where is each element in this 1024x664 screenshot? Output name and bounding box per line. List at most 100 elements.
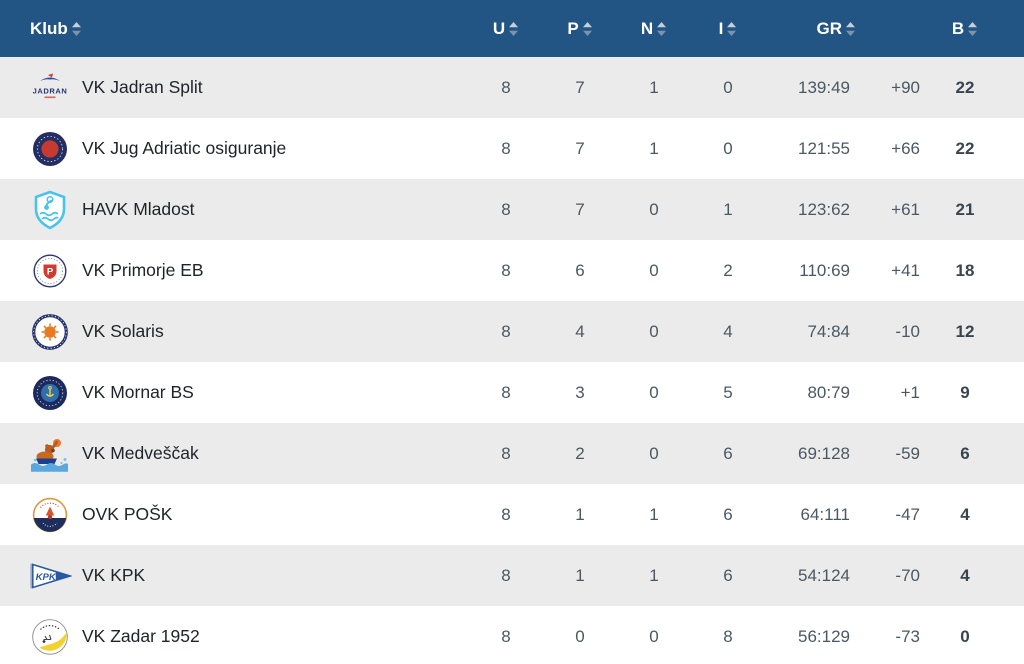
club-name: VK Solaris — [82, 321, 164, 341]
cell-p: 1 — [575, 565, 585, 585]
cell-points: 0 — [960, 626, 970, 646]
club-logo-vk-jadran-split: JADRAN — [28, 72, 72, 104]
cell-n: 0 — [649, 321, 659, 341]
cell-i: 2 — [723, 260, 733, 280]
cell-gr: 139:49 — [798, 77, 850, 97]
cell-points: 22 — [955, 77, 975, 97]
cell-diff: +1 — [900, 382, 920, 402]
club-name: OVK POŠK — [82, 504, 173, 524]
cell-diff: -70 — [895, 565, 920, 585]
table-header: Klub U P N I — [0, 0, 1024, 57]
club-logo-vk-zadar — [28, 618, 72, 656]
cell-points: 12 — [955, 321, 975, 341]
sort-icon — [71, 21, 82, 37]
table-row[interactable]: VK Solaris 8 4 0 4 74:84 -10 12 — [0, 301, 1024, 362]
column-header-b[interactable]: B — [926, 19, 1024, 39]
cell-i: 0 — [723, 77, 733, 97]
sort-icon — [845, 21, 856, 37]
cell-i: 8 — [723, 626, 733, 646]
cell-gr: 121:55 — [798, 138, 850, 158]
table-row[interactable]: OVK POŠK 8 1 1 6 64:111 -47 4 — [0, 484, 1024, 545]
cell-u: 8 — [501, 504, 511, 524]
club-name: HAVK Mladost — [82, 199, 195, 219]
cell-u: 8 — [501, 199, 511, 219]
cell-p: 1 — [575, 504, 585, 524]
column-label: B — [951, 18, 965, 38]
svg-text:KPK: KPK — [36, 571, 57, 582]
table-row[interactable]: P VK Primorje EB 8 6 0 2 110:69 +41 18 — [0, 240, 1024, 301]
svg-text:JADRAN: JADRAN — [33, 86, 68, 95]
cell-diff: +90 — [891, 77, 920, 97]
cell-diff: -73 — [895, 626, 920, 646]
table-row[interactable]: JADRAN VK Jadran Split 8 7 1 0 139:49 +9… — [0, 57, 1024, 118]
table-row[interactable]: KPK VK KPK 8 1 1 6 54:124 -70 4 — [0, 545, 1024, 606]
club-logo-vk-jug — [28, 131, 72, 167]
cell-n: 0 — [649, 382, 659, 402]
cell-n: 1 — [649, 77, 659, 97]
column-label: Klub — [30, 18, 68, 38]
cell-gr: 69:128 — [798, 443, 850, 463]
column-label: N — [640, 18, 654, 38]
cell-points: 4 — [960, 565, 970, 585]
cell-gr: 64:111 — [800, 504, 850, 524]
cell-p: 7 — [575, 199, 585, 219]
club-name: VK Jadran Split — [82, 77, 203, 97]
column-header-u[interactable]: U — [469, 19, 543, 39]
column-header-gr[interactable]: GR — [765, 19, 860, 39]
club-name: VK Jug Adriatic osiguranje — [82, 138, 287, 158]
cell-n: 1 — [649, 565, 659, 585]
cell-points: 18 — [955, 260, 975, 280]
cell-n: 0 — [649, 443, 659, 463]
cell-points: 9 — [960, 382, 970, 402]
sort-icon — [656, 21, 667, 37]
club-name: VK Mornar BS — [82, 382, 194, 402]
cell-u: 8 — [501, 382, 511, 402]
table-row[interactable]: VK Zadar 1952 8 0 0 8 56:129 -73 0 — [0, 606, 1024, 664]
club-logo-ovk-posk — [28, 497, 72, 533]
column-label: P — [567, 18, 579, 38]
cell-n: 0 — [649, 626, 659, 646]
club-logo-vk-primorje: P — [28, 253, 72, 288]
column-header-n[interactable]: N — [617, 19, 691, 39]
club-name: VK Primorje EB — [82, 260, 204, 280]
club-logo-havk-mladost — [28, 190, 72, 230]
column-header-klub[interactable]: Klub — [0, 19, 469, 39]
club-logo-vk-kpk: KPK — [28, 561, 72, 591]
cell-diff: -10 — [895, 321, 920, 341]
cell-diff: +61 — [891, 199, 920, 219]
cell-gr: 56:129 — [798, 626, 850, 646]
cell-p: 7 — [575, 138, 585, 158]
table-row[interactable]: VK Mornar BS 8 3 0 5 80:79 +1 9 — [0, 362, 1024, 423]
cell-u: 8 — [501, 260, 511, 280]
cell-u: 8 — [501, 77, 511, 97]
club-name: VK Medveščak — [82, 443, 199, 463]
table-row[interactable]: HAVK Mladost 8 7 0 1 123:62 +61 21 — [0, 179, 1024, 240]
cell-points: 4 — [960, 504, 970, 524]
column-header-p[interactable]: P — [543, 19, 617, 39]
cell-p: 2 — [575, 443, 585, 463]
cell-i: 0 — [723, 138, 733, 158]
column-label: U — [492, 18, 506, 38]
cell-u: 8 — [501, 138, 511, 158]
cell-u: 8 — [501, 565, 511, 585]
cell-p: 4 — [575, 321, 585, 341]
cell-gr: 110:69 — [799, 260, 850, 280]
cell-gr: 80:79 — [807, 382, 850, 402]
cell-p: 0 — [575, 626, 585, 646]
cell-u: 8 — [501, 626, 511, 646]
cell-i: 5 — [723, 382, 733, 402]
cell-i: 6 — [723, 443, 733, 463]
sort-icon — [508, 21, 519, 37]
cell-gr: 54:124 — [798, 565, 850, 585]
cell-u: 8 — [501, 443, 511, 463]
sort-icon — [582, 21, 593, 37]
cell-diff: -59 — [895, 443, 920, 463]
cell-i: 4 — [723, 321, 733, 341]
column-header-i[interactable]: I — [691, 19, 765, 39]
cell-diff: -47 — [895, 504, 920, 524]
cell-gr: 74:84 — [807, 321, 850, 341]
table-row[interactable]: VK Medveščak 8 2 0 6 69:128 -59 6 — [0, 423, 1024, 484]
cell-u: 8 — [501, 321, 511, 341]
table-row[interactable]: VK Jug Adriatic osiguranje 8 7 1 0 121:5… — [0, 118, 1024, 179]
column-label: I — [718, 18, 724, 38]
